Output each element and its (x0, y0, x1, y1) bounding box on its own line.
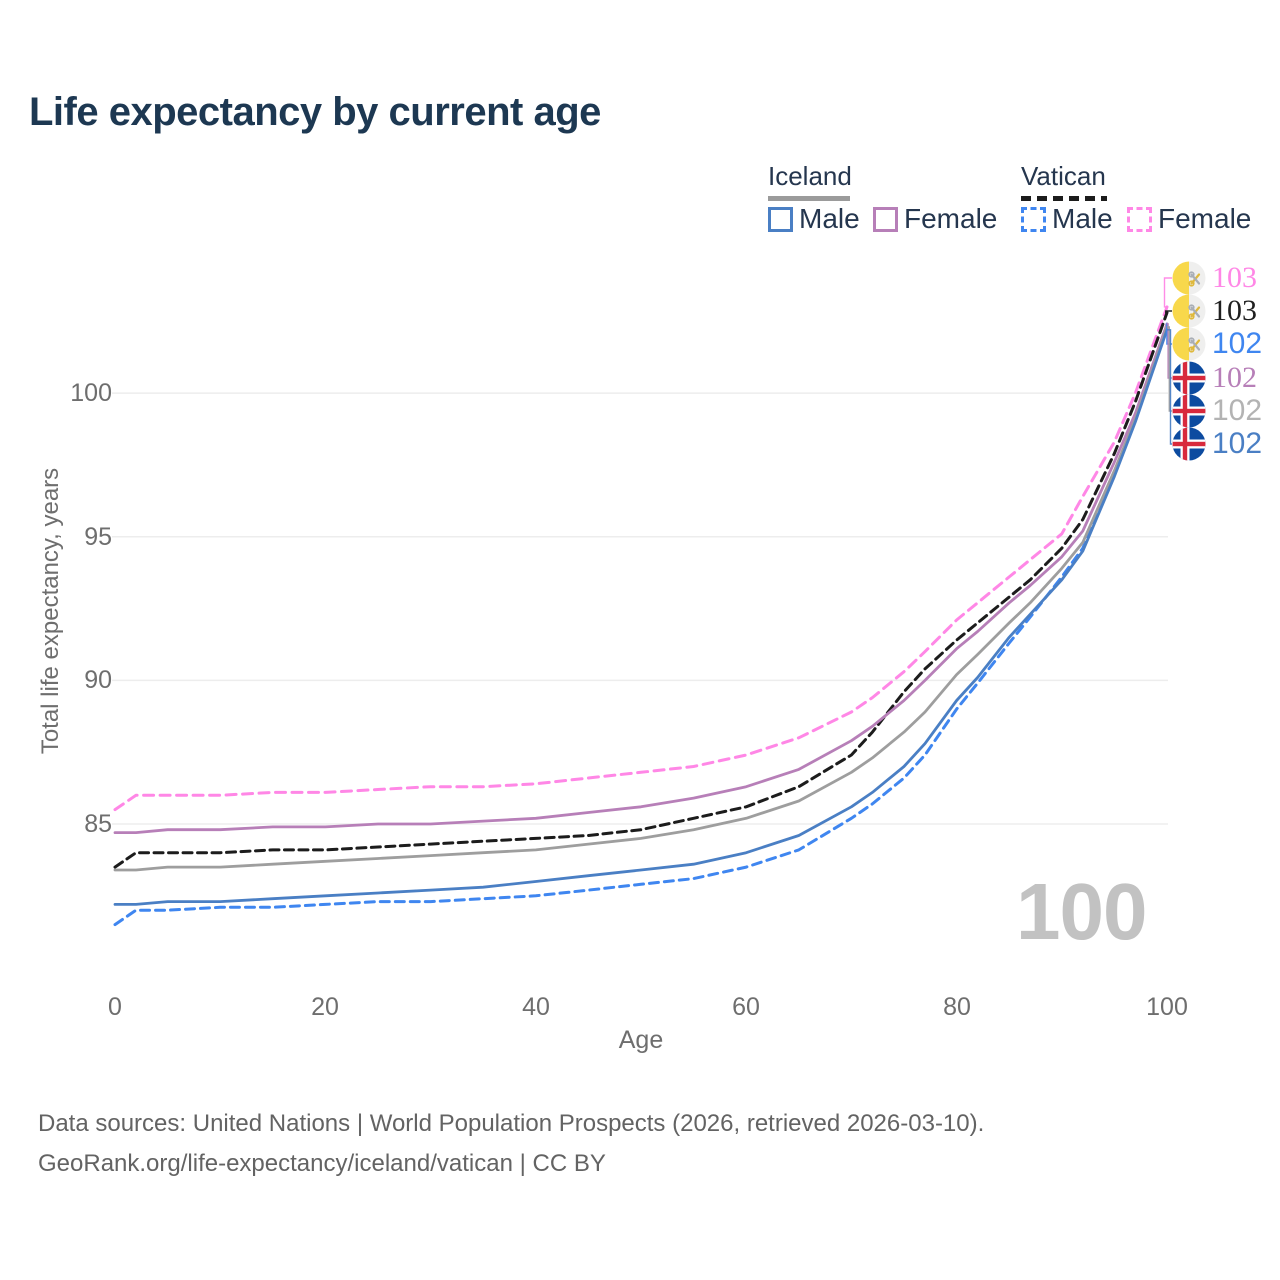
vatican-flag-icon (1172, 327, 1206, 361)
vatican-flag-badge (1172, 261, 1206, 295)
iceland-line-swatch (768, 196, 850, 201)
iceland-female-swatch (873, 206, 898, 232)
footer-url: GeoRank.org/life-expectancy/iceland/vati… (38, 1150, 606, 1177)
legend-group-label: Iceland (768, 161, 852, 191)
endpoint-connector (1164, 310, 1172, 314)
series-line-iceland-female[interactable] (113, 322, 1169, 834)
endpoint-value-label: 102 (1212, 427, 1263, 460)
iceland-flag-icon (1172, 361, 1206, 395)
vatican-male-swatch (1021, 206, 1046, 232)
legend-group-iceland: Iceland (768, 161, 852, 201)
legend-item-label: Female (904, 203, 998, 234)
vatican-flag-badge (1172, 327, 1206, 361)
legend-item-iceland-female[interactable]: Female (873, 203, 997, 235)
series-line-vatican-female[interactable] (113, 305, 1169, 812)
vatican-flag-icon (1172, 261, 1206, 295)
endpoint-value-label: 103 (1212, 294, 1257, 327)
y-tick-label: 95 (84, 523, 112, 551)
endpoint-connector (1163, 277, 1172, 308)
x-tick-label: 0 (108, 993, 122, 1021)
legend-item-label: Male (1052, 203, 1113, 234)
y-tick-label: 85 (84, 810, 112, 838)
legend-item-label: Male (799, 203, 860, 234)
legend-group-vatican: Vatican (1021, 161, 1107, 201)
x-tick-label: 40 (522, 993, 550, 1021)
iceland-flag-icon (1172, 394, 1206, 428)
vatican-line-swatch (1021, 196, 1107, 201)
x-axis-title: Age (618, 1026, 664, 1054)
legend-item-vatican-female[interactable]: Female (1127, 203, 1251, 235)
iceland-male-swatch (768, 206, 793, 232)
endpoint-value-label: 102 (1212, 394, 1263, 427)
vatican-female-swatch (1127, 206, 1152, 232)
footer: Data sources: United Nations | World Pop… (38, 1104, 984, 1184)
footer-sources: Data sources: United Nations | World Pop… (38, 1110, 985, 1137)
y-axis-title: Total life expectancy, years (37, 467, 64, 755)
legend-item-label: Female (1158, 203, 1252, 234)
y-tick-label: 100 (70, 379, 112, 407)
series-line-vatican[interactable] (113, 311, 1169, 869)
iceland-flag-icon (1172, 427, 1206, 461)
endpoint-value-label: 102 (1212, 361, 1257, 394)
legend-group-label: Vatican (1021, 161, 1106, 191)
legend-item-iceland-male[interactable]: Male (768, 203, 860, 235)
x-tick-label: 100 (1146, 993, 1188, 1021)
x-tick-label: 60 (732, 993, 760, 1021)
series-line-iceland-male[interactable] (113, 328, 1169, 906)
legend-item-vatican-male[interactable]: Male (1021, 203, 1113, 235)
endpoint-value-label: 103 (1212, 261, 1257, 294)
x-tick-label: 20 (311, 993, 339, 1021)
endpoint-connector (1167, 329, 1172, 445)
series-line-iceland[interactable] (113, 325, 1169, 872)
y-tick-label: 90 (84, 666, 112, 694)
vatican-flag-icon (1172, 294, 1206, 328)
x-tick-label: 80 (943, 993, 971, 1021)
page-title: Life expectancy by current age (29, 90, 601, 134)
iceland-flag-badge (1172, 394, 1206, 428)
iceland-flag-badge (1172, 427, 1206, 461)
vatican-flag-badge (1172, 294, 1206, 328)
iceland-flag-badge (1172, 361, 1206, 395)
endpoint-value-label: 102 (1212, 327, 1263, 360)
age-watermark: 100 (1016, 867, 1147, 956)
